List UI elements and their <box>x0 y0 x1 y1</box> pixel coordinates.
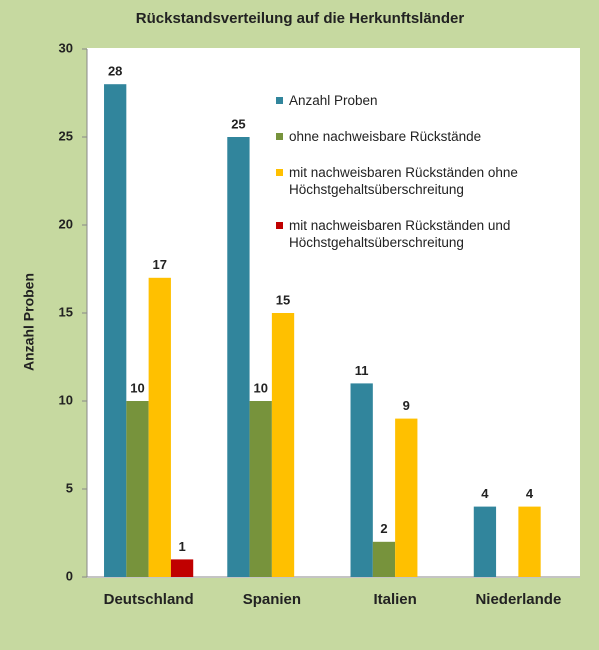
legend-swatch <box>276 169 283 176</box>
bar <box>518 506 541 577</box>
legend-label: ohne nachweisbare Rückstände <box>289 129 482 144</box>
legend-item: mit nachweisbaren Rückständen ohne Höchs… <box>276 164 561 198</box>
y-tick-label: 0 <box>66 568 73 583</box>
value-label: 1 <box>178 539 185 554</box>
x-tick-label: Deutschland <box>104 591 194 608</box>
y-tick-label: 15 <box>59 304 73 319</box>
value-label: 28 <box>108 64 122 79</box>
legend-label: mit nachweisbaren Rückständen ohne Höchs… <box>289 165 518 197</box>
legend-item: Anzahl Proben <box>276 92 561 109</box>
y-axis-label: Anzahl Proben <box>21 273 37 371</box>
bar <box>249 401 272 577</box>
x-tick-label: Italien <box>373 591 416 608</box>
legend-swatch <box>276 222 283 229</box>
value-label: 25 <box>231 116 245 131</box>
value-label: 15 <box>276 292 290 307</box>
value-label: 4 <box>526 486 534 501</box>
bar <box>170 559 194 577</box>
y-tick-label: 5 <box>66 480 73 495</box>
value-label: 9 <box>403 398 410 413</box>
y-tick-label: 30 <box>59 40 73 55</box>
value-label: 17 <box>153 257 167 272</box>
bar <box>350 383 373 577</box>
legend-item: ohne nachweisbare Rückstände <box>276 128 561 145</box>
y-tick-label: 10 <box>59 392 73 407</box>
value-label: 10 <box>253 380 267 395</box>
value-label: 11 <box>355 363 369 378</box>
y-tick-label: 20 <box>59 216 73 231</box>
value-label: 10 <box>130 380 144 395</box>
legend: Anzahl Proben ohne nachweisbare Rückständ… <box>276 92 561 270</box>
bar <box>395 418 418 577</box>
bar <box>473 506 497 577</box>
chart-title: Rückstandsverteilung auf die Herkunftslä… <box>136 10 465 27</box>
x-tick-label: Niederlande <box>475 591 561 608</box>
bar <box>104 84 127 577</box>
bar <box>148 277 171 577</box>
legend-swatch <box>276 133 283 140</box>
legend-label: mit nachweisbaren Rückständen und Höchst… <box>289 218 511 250</box>
x-tick-label: Spanien <box>243 591 301 608</box>
bar <box>271 313 295 577</box>
bar <box>372 541 396 577</box>
value-label: 4 <box>481 486 489 501</box>
legend-swatch <box>276 97 283 104</box>
bar <box>126 401 149 577</box>
legend-item: mit nachweisbaren Rückständen und Höchst… <box>276 217 561 251</box>
value-label: 2 <box>380 521 387 536</box>
legend-label: Anzahl Proben <box>289 93 378 108</box>
y-tick-label: 25 <box>59 128 73 143</box>
bar <box>227 137 250 577</box>
